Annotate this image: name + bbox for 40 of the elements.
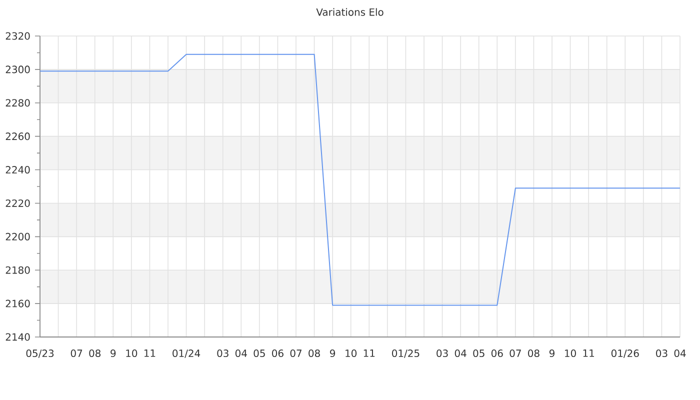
x-tick-label: 07 (510, 350, 521, 358)
y-tick-label: 2300 (6, 66, 30, 74)
x-tick-label: 9 (549, 350, 554, 358)
x-tick-label: 10 (126, 350, 138, 358)
x-tick-label: 05 (254, 350, 265, 358)
y-tick-label: 2320 (6, 32, 30, 40)
x-tick-label: 03 (436, 350, 448, 358)
x-tick-label: 11 (144, 350, 156, 357)
x-tick-label: 03 (217, 350, 228, 358)
x-tick-label: 08 (308, 350, 320, 358)
x-tick-label: 06 (491, 350, 503, 358)
x-tick-label: 01/26 (611, 350, 639, 358)
x-tick-label: 05 (473, 350, 484, 358)
x-tick-label: 03 (656, 350, 668, 358)
x-tick-label: 04 (235, 350, 247, 358)
x-tick-label: 11 (364, 350, 375, 357)
y-tick-label: 2180 (6, 266, 30, 274)
x-tick-label: 10 (565, 350, 576, 358)
y-tick-label: 2140 (6, 333, 30, 341)
x-tick-label: 04 (674, 350, 686, 358)
y-tick-label: 2240 (6, 166, 30, 174)
y-tick-label: 2220 (6, 199, 30, 207)
x-tick-label: 10 (346, 350, 357, 358)
y-tick-label: 2200 (6, 232, 30, 240)
y-tick-label: 2160 (6, 300, 30, 308)
x-tick-label: 07 (290, 350, 302, 358)
y-tick-label: 2260 (6, 132, 30, 140)
x-tick-label: 01/24 (172, 350, 200, 358)
x-tick-label: 06 (272, 350, 284, 358)
x-tick-label: 9 (330, 350, 336, 358)
chart-title: Variations Elo (316, 8, 384, 16)
x-tick-label: 9 (110, 350, 116, 358)
x-tick-label: 07 (70, 350, 82, 358)
x-tick-label: 05/23 (26, 350, 54, 358)
x-tick-label: 11 (583, 350, 594, 357)
y-tick-label: 2280 (6, 99, 30, 107)
x-tick-label: 01/25 (392, 350, 420, 358)
x-tick-label: 08 (89, 350, 101, 358)
x-tick-label: 08 (528, 350, 540, 358)
x-tick-label: 04 (454, 350, 466, 358)
